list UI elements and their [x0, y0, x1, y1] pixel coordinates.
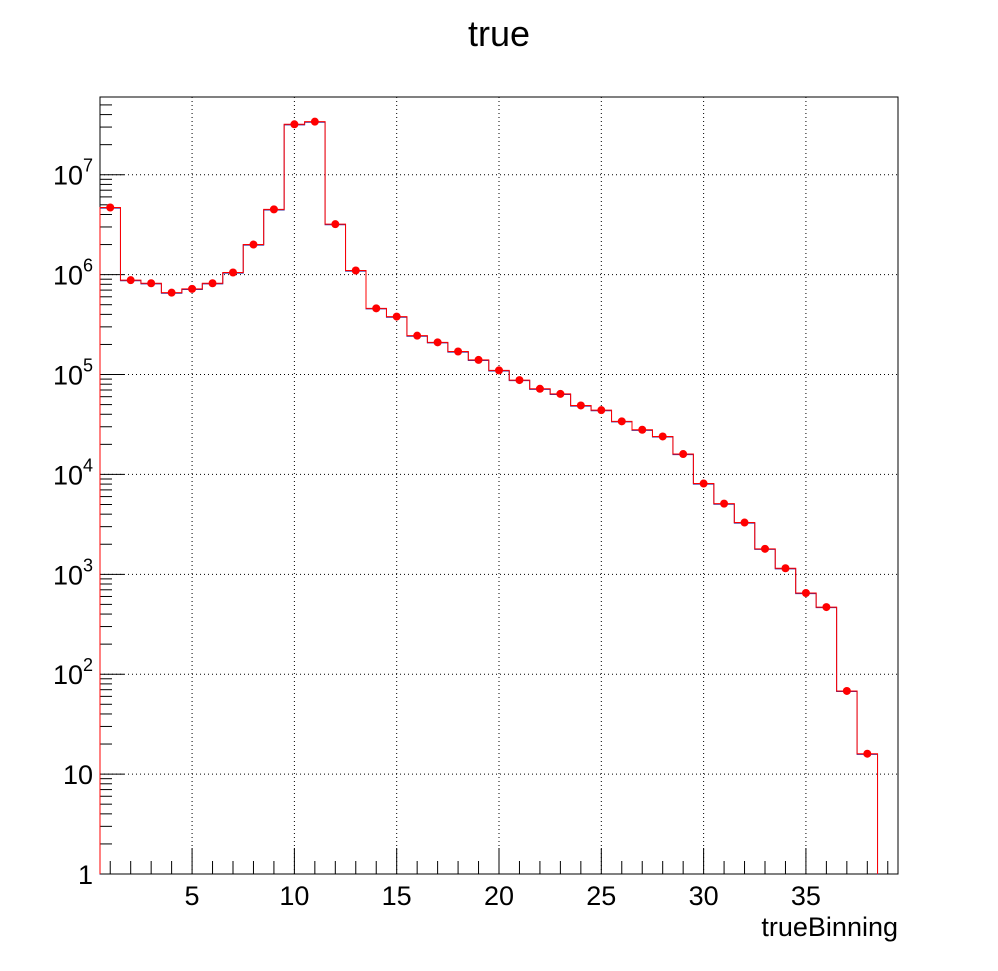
x-tick-label: 15 — [382, 881, 412, 911]
x-tick-label: 10 — [279, 881, 309, 911]
x-tick-label: 30 — [689, 881, 719, 911]
data-point — [638, 425, 647, 434]
data-point — [842, 686, 851, 695]
data-point — [679, 450, 688, 459]
data-point — [474, 355, 483, 364]
data-point — [310, 117, 319, 126]
data-point — [801, 589, 810, 598]
y-tick-exponent: 4 — [83, 455, 93, 475]
data-point — [392, 312, 401, 321]
data-point — [597, 406, 606, 415]
histogram-step-shadow — [99, 121, 879, 875]
data-point — [147, 279, 156, 288]
x-tick-label: 5 — [185, 881, 200, 911]
data-point — [495, 366, 503, 375]
data-point — [822, 603, 831, 612]
data-point — [351, 266, 360, 275]
data-point — [515, 376, 524, 385]
data-point — [761, 544, 769, 553]
data-point — [556, 389, 565, 398]
y-tick-label: 10 — [63, 760, 93, 790]
data-point — [433, 338, 442, 347]
data-point — [740, 518, 749, 527]
chart-title: true — [468, 13, 530, 54]
x-tick-label: 20 — [484, 881, 514, 911]
data-point — [576, 401, 585, 410]
y-tick-base: 10 — [53, 361, 83, 391]
y-tick-base: 10 — [53, 460, 83, 490]
data-point — [167, 288, 176, 297]
data-point — [699, 479, 708, 488]
y-tick-label: 105 — [53, 356, 93, 391]
y-tick-label: 102 — [53, 655, 93, 690]
data-point — [188, 284, 197, 293]
data-point — [269, 205, 278, 214]
x-axis: 5 10 15 20 25 30 35 — [109, 848, 889, 911]
data-point — [229, 268, 237, 277]
y-tick-label: 103 — [53, 555, 93, 590]
data-point — [331, 220, 340, 229]
data-point — [863, 749, 872, 758]
data-point — [106, 203, 115, 212]
series-layer — [99, 117, 879, 875]
histogram-step-line — [99, 121, 879, 874]
data-point — [290, 120, 299, 129]
y-tick-exponent: 5 — [83, 356, 93, 376]
data-point — [413, 331, 422, 340]
data-point — [617, 417, 626, 426]
y-tick-label: 106 — [53, 256, 93, 291]
grid — [100, 97, 898, 874]
x-tick-label: 35 — [791, 881, 821, 911]
y-tick-base: 10 — [53, 560, 83, 590]
y-tick-exponent: 6 — [83, 256, 93, 276]
y-tick-base: 10 — [53, 261, 83, 291]
data-point — [208, 279, 217, 288]
data-point — [249, 240, 258, 249]
data-point — [658, 432, 667, 441]
data-point — [720, 499, 729, 508]
y-tick-label: 104 — [53, 455, 93, 490]
y-tick-label: 107 — [53, 156, 93, 191]
y-tick-base: 10 — [63, 760, 93, 790]
y-tick-label: 1 — [78, 860, 93, 890]
y-tick-exponent: 3 — [83, 555, 93, 575]
data-point — [126, 276, 135, 285]
data-point — [535, 384, 544, 393]
y-tick-base: 10 — [53, 660, 83, 690]
x-tick-label: 25 — [586, 881, 616, 911]
data-point — [454, 347, 463, 356]
y-tick-base: 10 — [53, 161, 83, 191]
data-point — [372, 304, 381, 313]
y-tick-exponent: 7 — [83, 156, 93, 176]
y-tick-base: 1 — [78, 860, 93, 890]
y-tick-exponent: 2 — [83, 655, 93, 675]
data-point — [781, 564, 790, 573]
x-axis-label: trueBinning — [761, 912, 898, 942]
